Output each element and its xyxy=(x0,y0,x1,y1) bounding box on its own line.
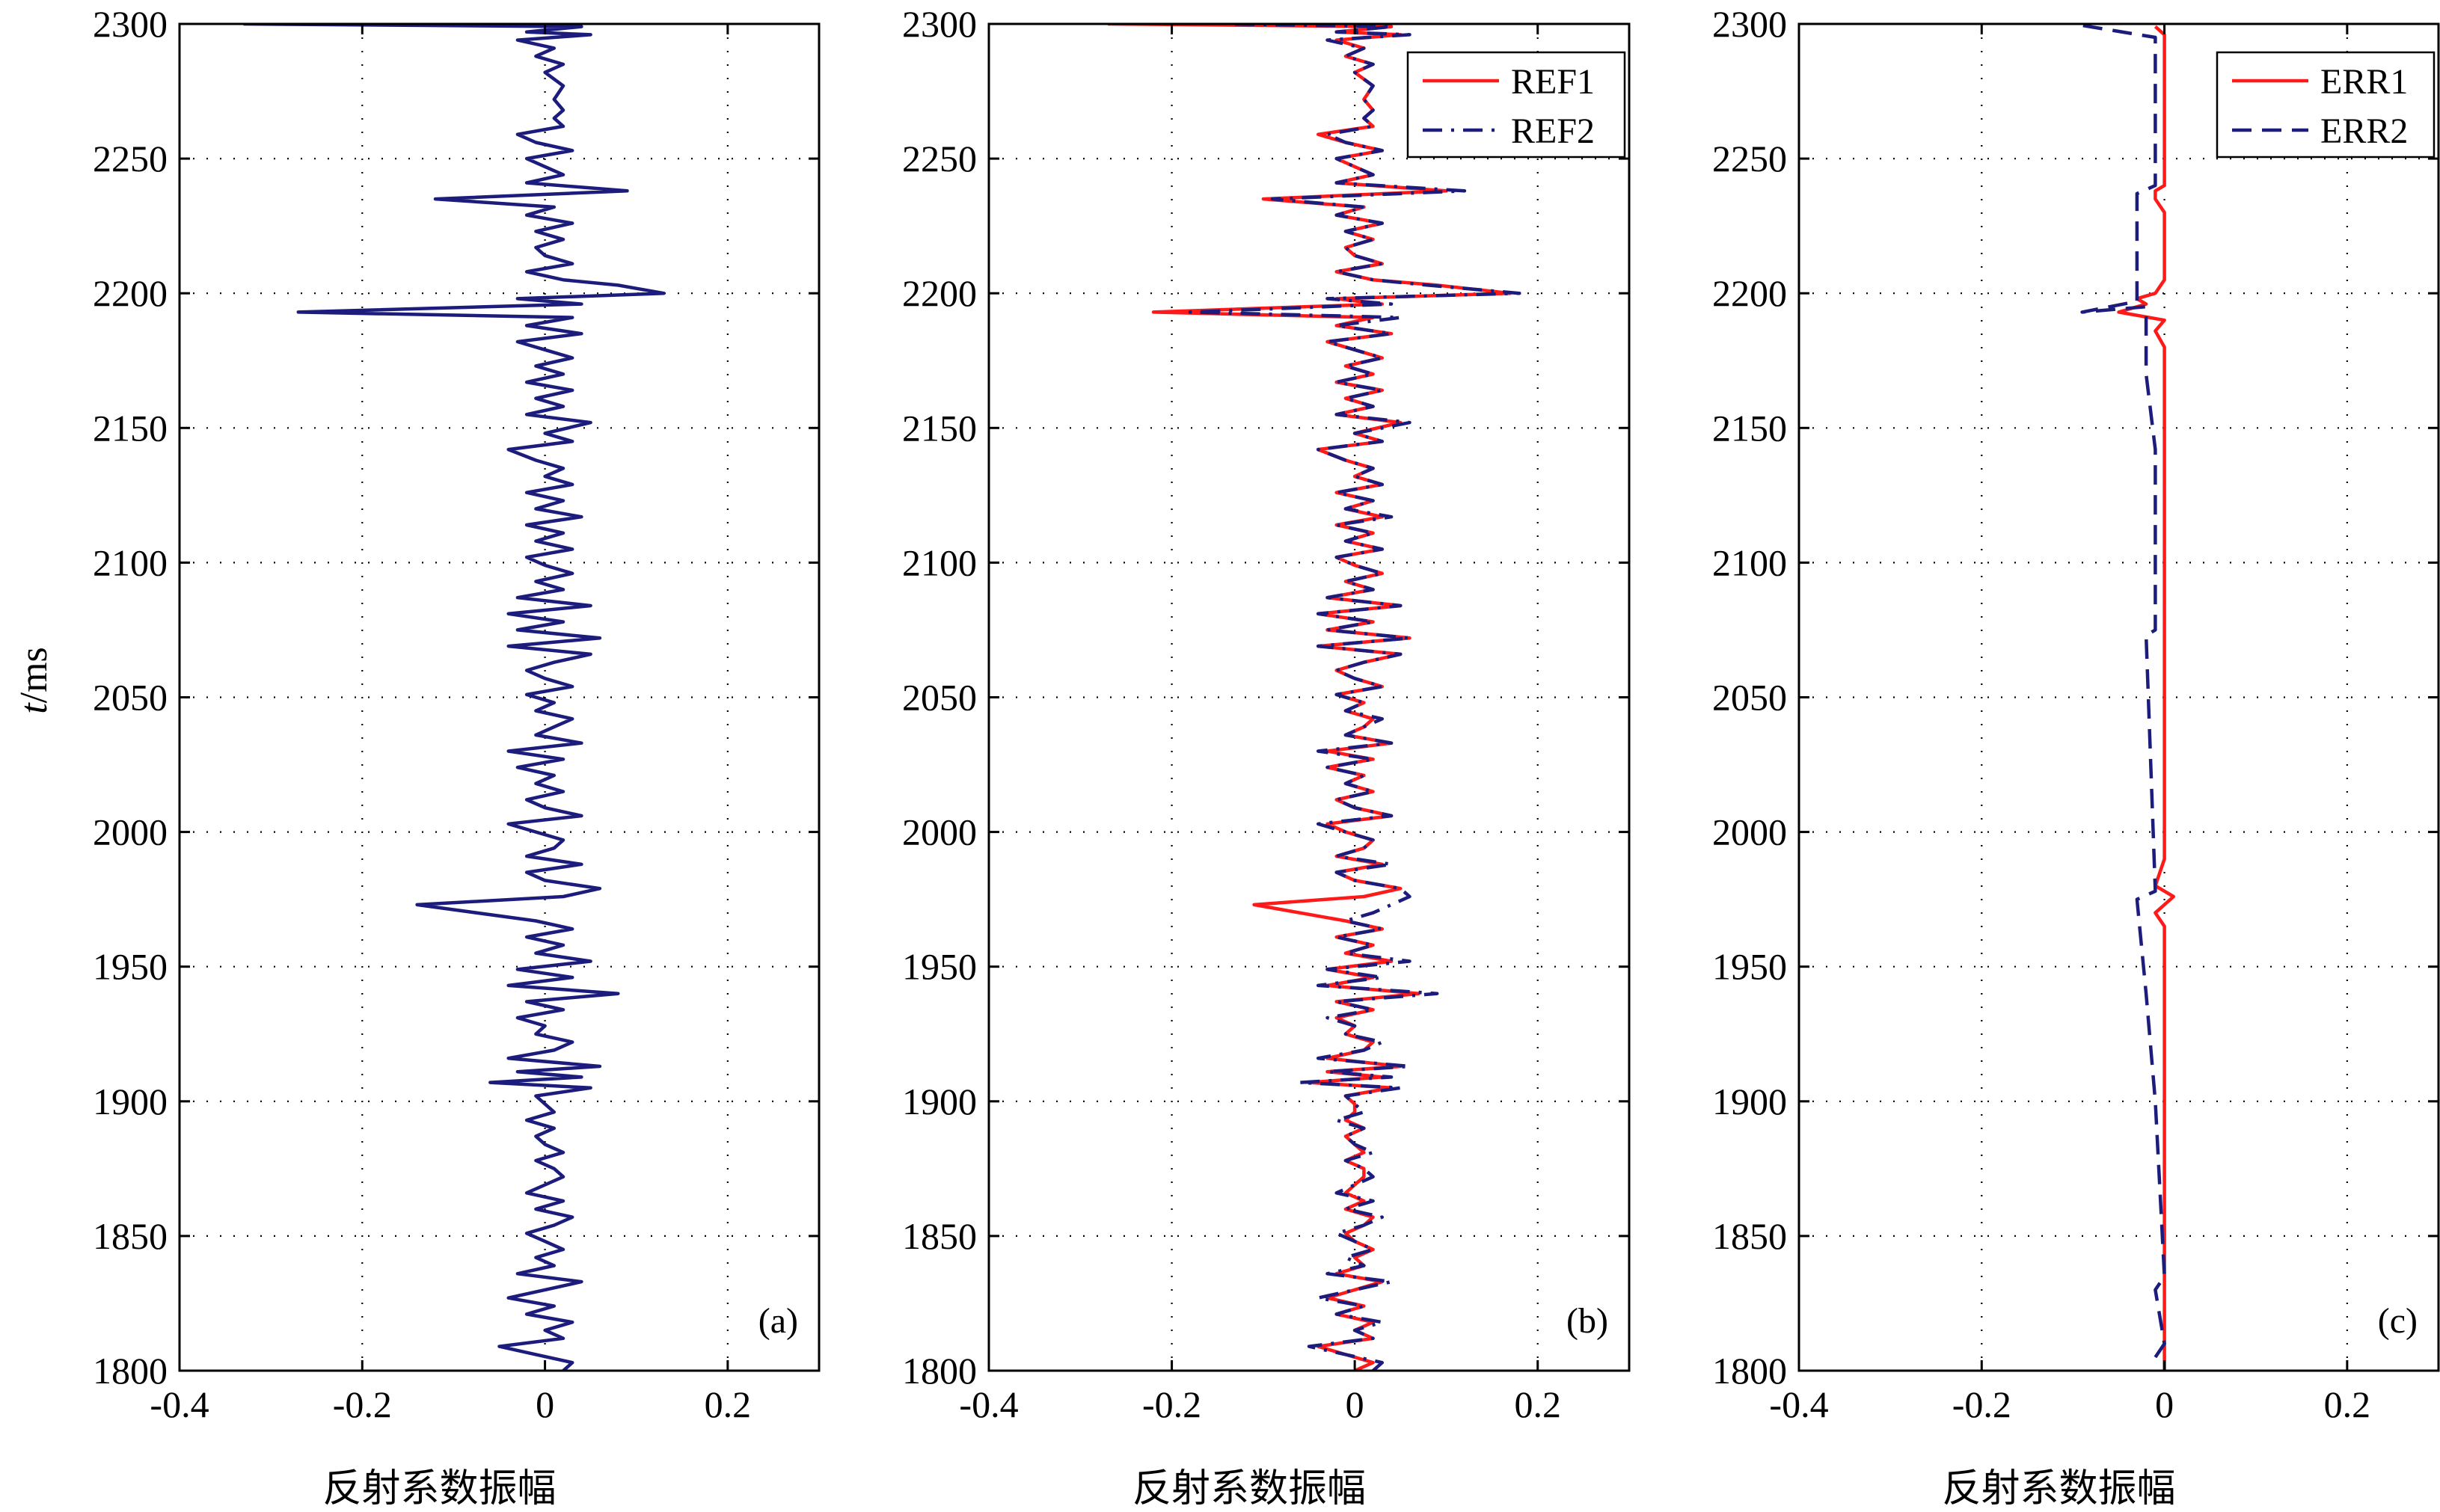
x-tick-label: 0 xyxy=(2155,1383,2174,1425)
x-tick-label: -0.4 xyxy=(150,1383,209,1425)
x-axis-label: 反射系数振幅 xyxy=(1132,1468,1366,1511)
y-tick-label: 2050 xyxy=(902,677,977,719)
y-tick-label: 1900 xyxy=(93,1081,168,1122)
series-line-err2 xyxy=(2073,24,2166,1359)
x-tick-label: 0 xyxy=(1346,1383,1364,1425)
y-tick-label: 1950 xyxy=(1712,946,1787,988)
y-tick-label: 2000 xyxy=(1712,811,1787,853)
legend-layer: REF1 REF2 ERR1 ERR2 xyxy=(1406,51,2436,159)
series-line-ref1 xyxy=(1107,24,1512,1371)
y-tick-label: 1950 xyxy=(93,946,168,988)
y-tick-label: 2200 xyxy=(902,272,977,314)
y-tick-label: 2150 xyxy=(902,407,977,449)
y-tick-label: 2000 xyxy=(93,811,168,853)
x-tick-label: 0.2 xyxy=(1514,1383,1561,1425)
y-tick-label: 1850 xyxy=(1712,1215,1787,1257)
series-line-panel-0 xyxy=(243,24,666,1371)
x-tick-label: 0.2 xyxy=(2324,1383,2371,1425)
x-axis-label: 反射系数振幅 xyxy=(1942,1468,2175,1511)
y-tick-label: 2250 xyxy=(93,138,168,179)
x-tick-label: -0.4 xyxy=(1769,1383,1828,1425)
y-tick-label: 2100 xyxy=(1712,541,1787,583)
panel-label: (b) xyxy=(1566,1301,1608,1341)
y-axis-label: t/ms xyxy=(13,647,55,714)
panel-label: (c) xyxy=(2378,1301,2418,1341)
y-tick-label: 1800 xyxy=(1712,1350,1787,1392)
y-tick-label: 1850 xyxy=(902,1215,977,1257)
axes-box xyxy=(178,22,821,1372)
x-tick-label: -0.4 xyxy=(959,1383,1018,1425)
series-line-ref2 xyxy=(1188,24,1521,1371)
x-tick-label: -0.2 xyxy=(333,1383,392,1425)
legend-box xyxy=(2216,51,2436,159)
series-line-err1 xyxy=(2117,25,2176,1371)
y-tick-label: 2050 xyxy=(1712,677,1787,719)
x-tick-label: -0.2 xyxy=(1142,1383,1201,1425)
y-axis-label-italic: t xyxy=(13,702,55,714)
y-tick-label: 2100 xyxy=(93,541,168,583)
legend-entry: REF2 xyxy=(1511,111,1595,151)
y-tick-label: 1900 xyxy=(1712,1081,1787,1122)
panel-label: (a) xyxy=(758,1301,798,1341)
legend-entry: ERR2 xyxy=(2320,111,2408,151)
y-tick-label: 1800 xyxy=(902,1350,977,1392)
y-tick-label: 2200 xyxy=(93,272,168,314)
y-tick-label: 2000 xyxy=(902,811,977,853)
axes-box xyxy=(987,22,1631,1372)
data-layer xyxy=(243,24,2176,1371)
y-tick-label: 2250 xyxy=(1712,138,1787,179)
axes-box xyxy=(1797,22,2440,1372)
legend-1: REF1 REF2 xyxy=(1406,51,1626,159)
legend-entry: REF1 xyxy=(1511,62,1595,102)
y-tick-label: 2150 xyxy=(1712,407,1787,449)
x-tick-label: 0 xyxy=(536,1383,554,1425)
y-tick-label: 1900 xyxy=(902,1081,977,1122)
grid-layer xyxy=(180,24,2439,1371)
y-tick-label: 2300 xyxy=(93,3,168,45)
y-tick-label: 2300 xyxy=(1712,3,1787,45)
y-tick-label: 2300 xyxy=(902,3,977,45)
axes-layer xyxy=(178,22,2440,1372)
y-tick-label: 1950 xyxy=(902,946,977,988)
y-tick-label: 2050 xyxy=(93,677,168,719)
x-axis-label: 反射系数振幅 xyxy=(322,1468,556,1511)
legend-2: ERR1 ERR2 xyxy=(2216,51,2436,159)
y-tick-label: 2250 xyxy=(902,138,977,179)
y-tick-label: 1800 xyxy=(93,1350,168,1392)
y-tick-label: 2100 xyxy=(902,541,977,583)
tick-label-layer: -0.4 -0.2 0 0.2 1800 1850 1900 1950 2000 2050 2100… xyxy=(93,3,2418,1511)
y-tick-label: 1850 xyxy=(93,1215,168,1257)
y-tick-label: 2200 xyxy=(1712,272,1787,314)
x-tick-label: -0.2 xyxy=(1952,1383,2011,1425)
y-tick-label: 2150 xyxy=(93,407,168,449)
x-tick-label: 0.2 xyxy=(705,1383,752,1425)
legend-box xyxy=(1406,51,1626,159)
y-axis-label-unit: /ms xyxy=(13,647,55,703)
legend-entry: ERR1 xyxy=(2320,62,2408,102)
